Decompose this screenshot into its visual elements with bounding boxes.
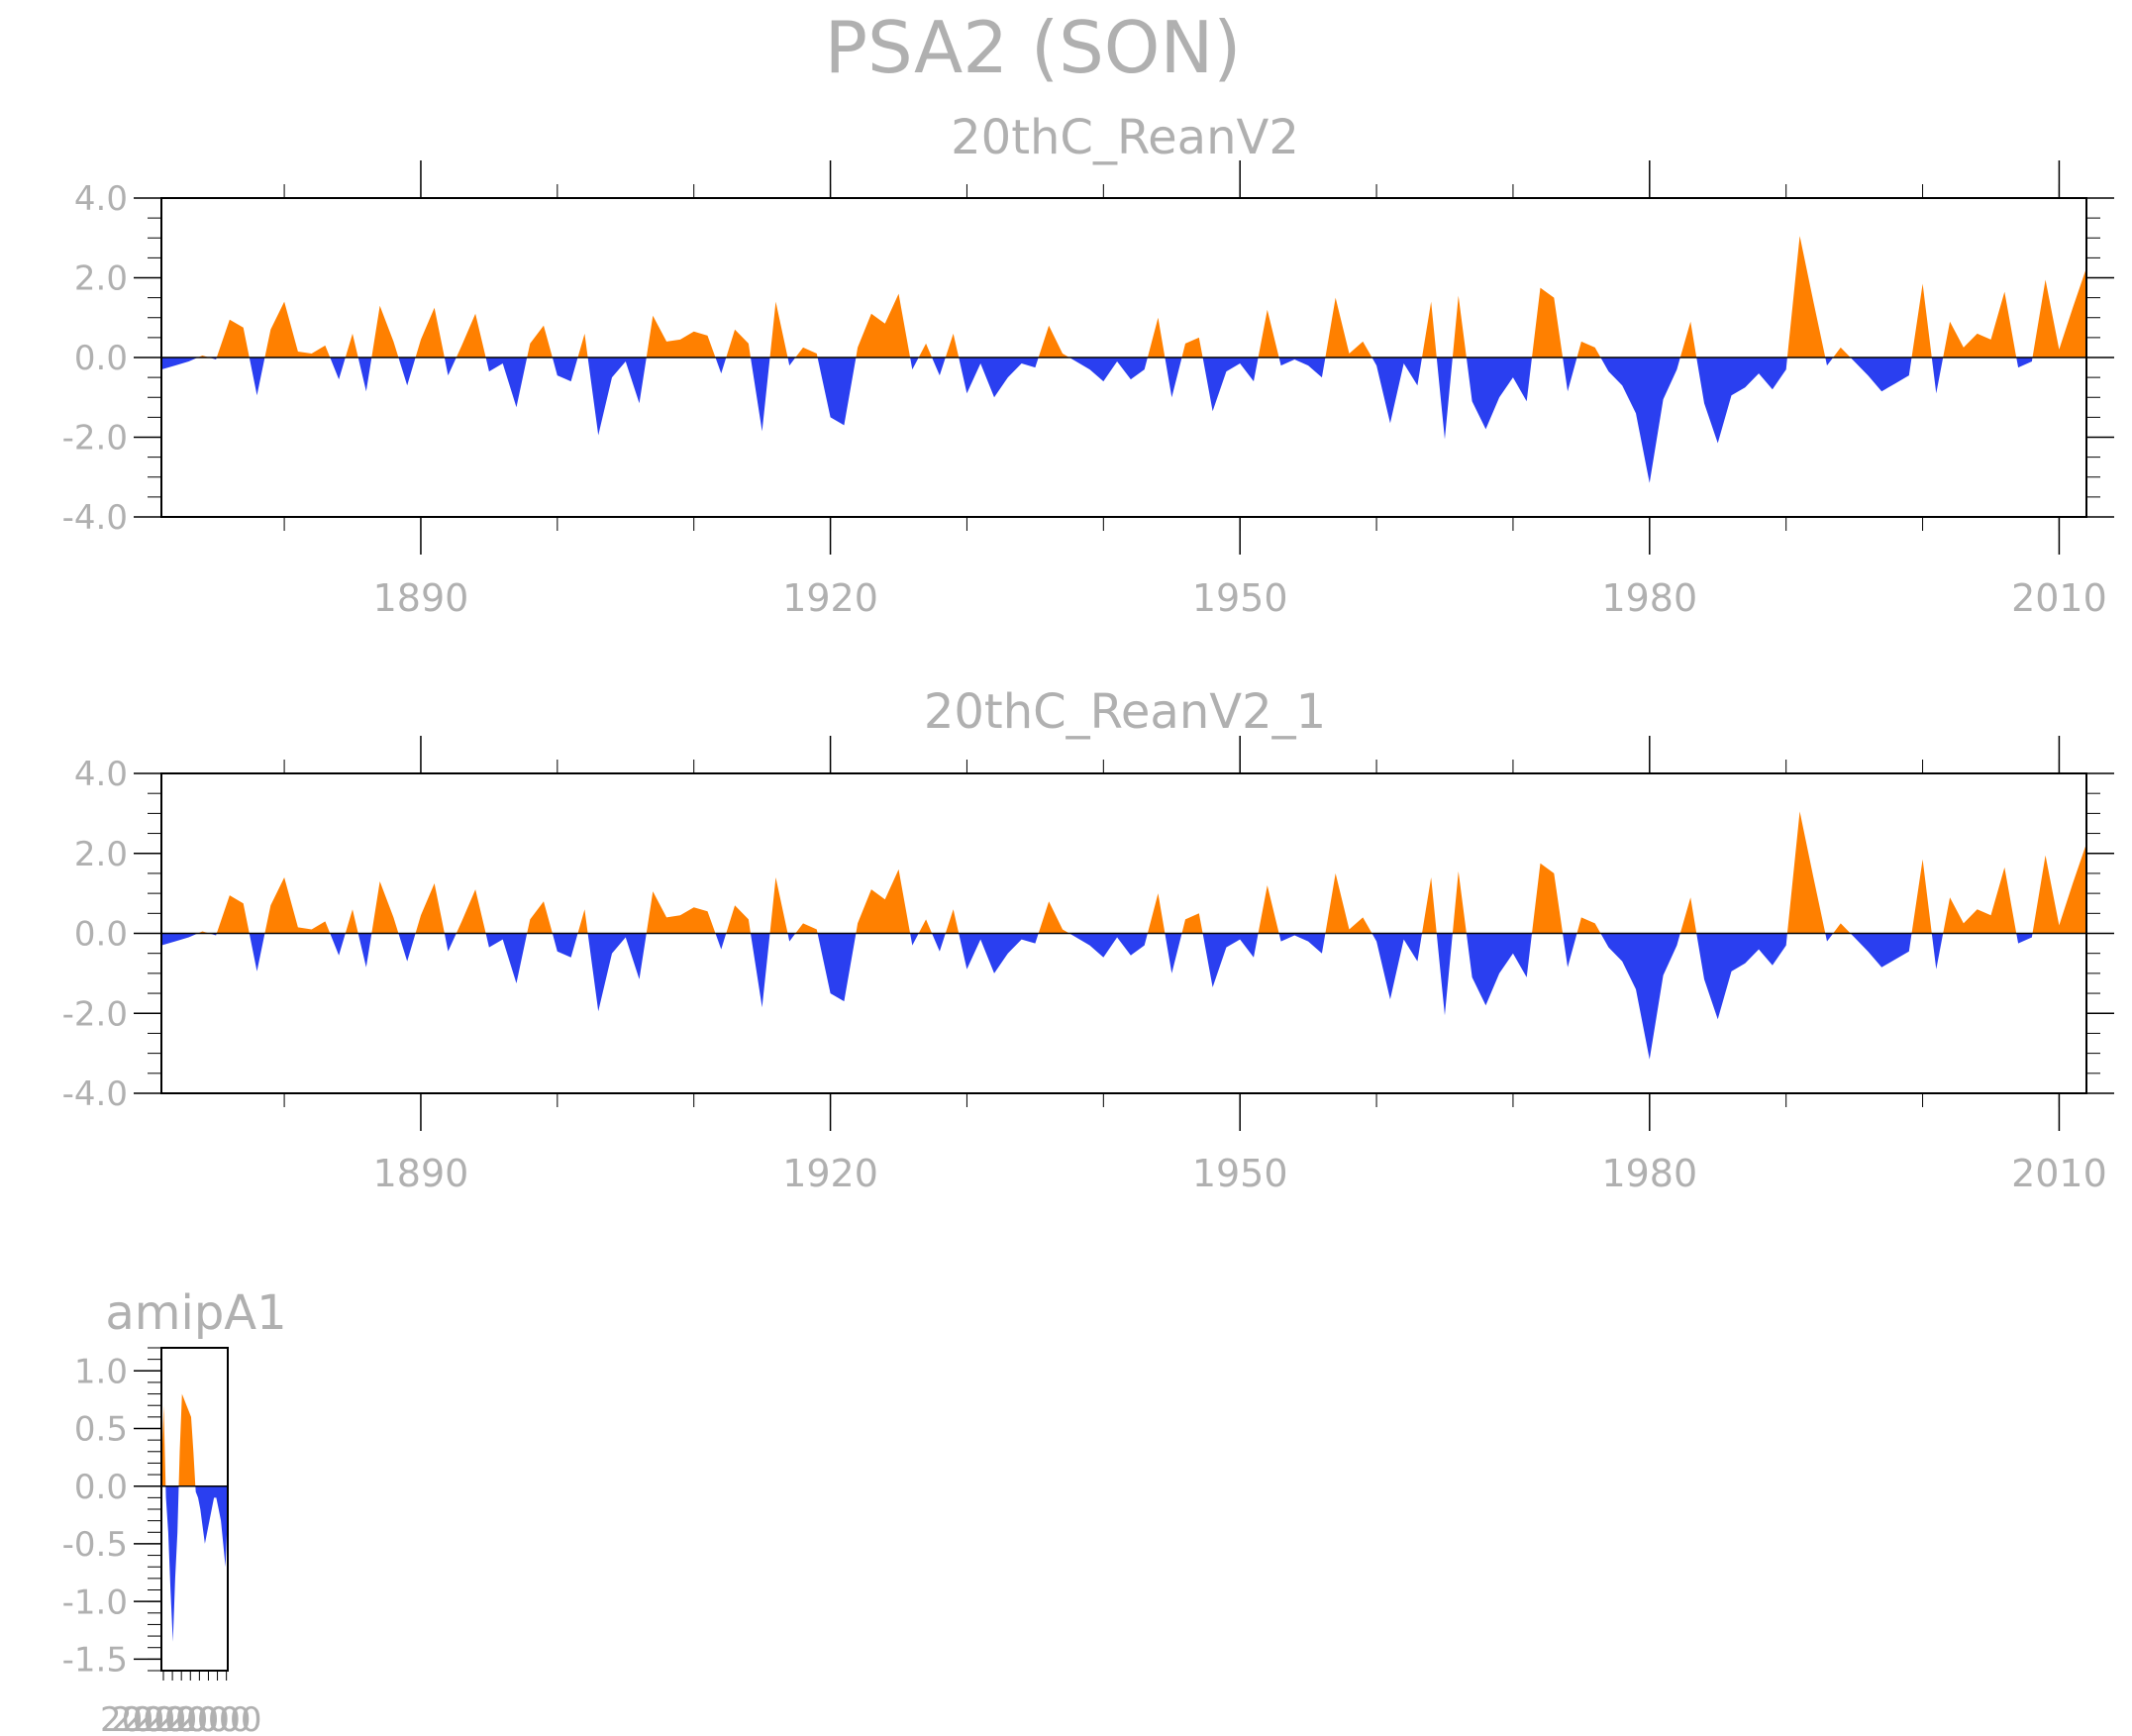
panel-2: 20thC_ReanV2_1 -4.0 -2.0 0.0 2.0 4.0 1890 1920… (62, 684, 2114, 1195)
panel-2-ytick-label: -4.0 (62, 1074, 128, 1114)
panel-2-positive-area (161, 811, 2086, 934)
panel-1-xtick-label: 1920 (782, 576, 878, 620)
panel-3-xtick-label: 2000 (111, 1700, 197, 1736)
panel-2-xtick-label: 2010 (2011, 1152, 2107, 1195)
panel-3-ytick-label: -0.5 (62, 1525, 128, 1565)
panel-3-ytick-label: 0.5 (74, 1410, 128, 1450)
panel-2-negative-area (161, 933, 2086, 1060)
panel-3-negative-area (161, 1485, 228, 1642)
panel-2-xtick-label: 1950 (1192, 1152, 1288, 1195)
panel-3-xtick-label: 2000 (154, 1700, 241, 1736)
panel-1-negative-area (161, 357, 2086, 483)
panel-1-ytick-label: -2.0 (62, 419, 128, 459)
panel-3: amipA1 -1.5 -1.0 -0.5 0.0 0.5 1.0 200020002000… (62, 1285, 287, 1736)
panel-3-xtick-label: 2000 (122, 1700, 208, 1736)
panel-1-plot: -4.0 -2.0 0.0 2.0 4.0 1890 1920 1950 1980 2010 (62, 160, 2114, 620)
panel-1-ytick-label: 0.0 (74, 339, 128, 378)
panel-2-ytick-label: 2.0 (74, 835, 128, 874)
panel-1-positive-area (161, 236, 2086, 357)
panel-1-ytick-label: 2.0 (74, 259, 128, 299)
panel-2-ytick-label: 0.0 (74, 915, 128, 955)
panel-2-title: 20thC_ReanV2_1 (924, 684, 1326, 740)
panel-2-ytick-label: -2.0 (62, 994, 128, 1034)
panel-3-xtick-label: 2000 (133, 1700, 219, 1736)
panel-1-ytick-label: -4.0 (62, 498, 128, 538)
panel-3-ytick-label: 0.0 (74, 1468, 128, 1507)
panel-2-xtick-label: 1980 (1601, 1152, 1697, 1195)
panel-2-plot: -4.0 -2.0 0.0 2.0 4.0 1890 1920 1950 1980 2010 (62, 736, 2114, 1195)
panel-3-xtick-label: 2000 (165, 1700, 252, 1736)
panel-1-xtick-label: 2010 (2011, 576, 2107, 620)
panel-3-xtick-label: 2000 (176, 1700, 262, 1736)
panel-3-ytick-label: -1.0 (62, 1583, 128, 1622)
panel-1-ytick-label: 4.0 (74, 179, 128, 219)
panel-3-ytick-label: 1.0 (74, 1353, 128, 1392)
figure-title: PSA2 (SON) (825, 6, 1242, 89)
panel-1-title: 20thC_ReanV2 (951, 110, 1299, 165)
panel-3-xtick-label: 2000 (144, 1700, 230, 1736)
panel-2-xtick-label: 1920 (782, 1152, 878, 1195)
panel-2-xtick-label: 1890 (373, 1152, 469, 1195)
panel-1: 20thC_ReanV2 -4.0 -2.0 0.0 2.0 4.0 1890 1920 19… (62, 110, 2114, 620)
panel-1-xtick-label: 1980 (1601, 576, 1697, 620)
panel-1-xtick-label: 1890 (373, 576, 469, 620)
panel-1-xtick-label: 1950 (1192, 576, 1288, 620)
panel-3-plot: -1.5 -1.0 -0.5 0.0 0.5 1.0 2000200020002000200… (62, 1347, 262, 1736)
panel-3-title: amipA1 (105, 1285, 286, 1341)
panel-3-xtick-label: 2000 (100, 1700, 186, 1736)
panel-2-ytick-label: 4.0 (74, 755, 128, 794)
panel-3-positive-area (161, 1393, 228, 1486)
panel-3-ytick-label: -1.5 (62, 1641, 128, 1681)
